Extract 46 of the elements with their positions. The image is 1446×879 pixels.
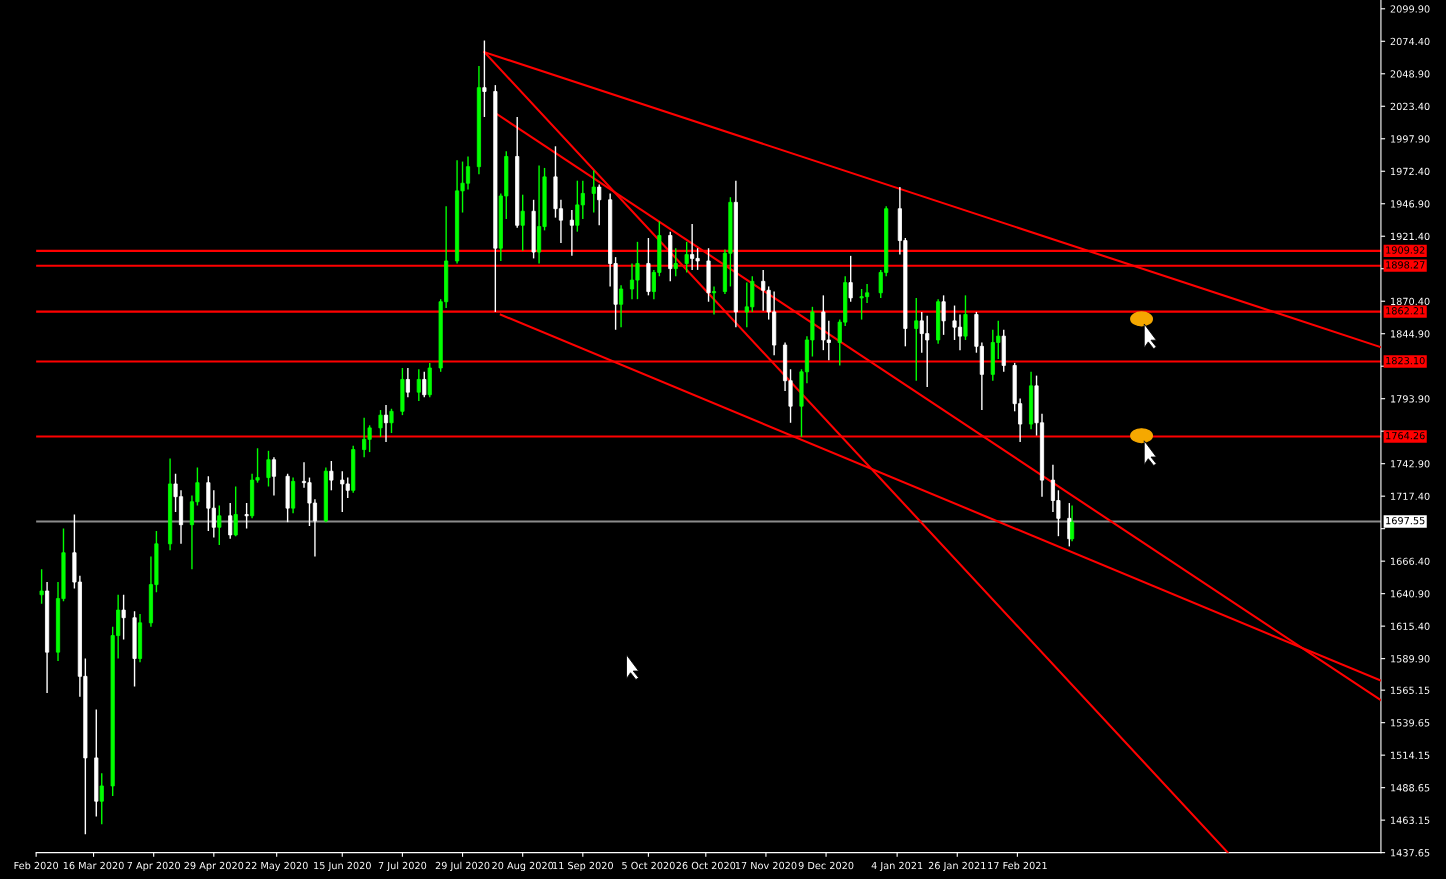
- y-tick-label: 1565.15: [1391, 686, 1430, 694]
- x-tick-label: Feb 2020: [14, 861, 59, 870]
- x-tick-label: 29 Apr 2020: [184, 861, 244, 872]
- y-tick-label: 1615.40: [1391, 622, 1430, 630]
- ref-line-label: 1909.92: [1386, 246, 1425, 254]
- y-tick-label: 1844.90: [1391, 330, 1430, 338]
- y-tick-label: 1539.65: [1391, 719, 1430, 727]
- ref-line-label: 1697.55: [1386, 516, 1425, 525]
- x-tick-label: 17 Feb 2021: [988, 861, 1047, 870]
- x-tick-label: 7 Apr 2020: [127, 861, 180, 872]
- y-tick-label: 1921.40: [1391, 232, 1430, 241]
- y-tick-label: 1589.90: [1391, 655, 1430, 663]
- x-tick-label: 4 Jan 2021: [871, 861, 923, 871]
- y-tick-label: 1946.90: [1391, 200, 1430, 208]
- x-tick-label: 29 Jul 2020: [435, 861, 490, 871]
- y-tick-label: 1972.40: [1391, 167, 1430, 176]
- x-tick-label: 7 Jul 2020: [378, 861, 427, 871]
- ref-line-label: 1823.10: [1386, 356, 1425, 365]
- x-tick-label: 26 Oct 2020: [676, 861, 736, 870]
- ref-line-label: 1898.27: [1386, 261, 1425, 269]
- x-tick-label: 20 Aug 2020: [492, 861, 554, 872]
- x-tick-label: 9 Dec 2020: [798, 861, 854, 870]
- y-tick-label: 1793.90: [1391, 395, 1430, 403]
- y-tick-label: 1514.15: [1391, 751, 1430, 759]
- x-tick-label: 15 Jun 2020: [314, 861, 371, 871]
- y-tick-label: 2074.40: [1390, 37, 1430, 46]
- y-tick-label: 1870.40: [1391, 297, 1430, 306]
- ref-line-label: 1862.21: [1386, 307, 1425, 315]
- y-tick-label: 1666.40: [1391, 557, 1430, 565]
- x-tick-label: 16 Mar 2020: [63, 861, 124, 870]
- y-tick-label: 1463.15: [1391, 816, 1430, 824]
- y-tick-label: 1640.90: [1391, 590, 1430, 598]
- x-tick-label: 22 May 2020: [245, 861, 308, 872]
- y-tick-label: 2099.90: [1390, 5, 1430, 13]
- y-tick-label: 1437.65: [1391, 849, 1430, 857]
- y-tick-label: 2048.90: [1390, 70, 1430, 78]
- y-tick-label: 1488.65: [1391, 784, 1430, 792]
- x-tick-label: 5 Oct 2020: [622, 861, 675, 870]
- x-tick-label: 17 Nov 2020: [735, 861, 797, 870]
- y-tick-label: 2023.40: [1390, 102, 1430, 111]
- y-tick-label: 1997.90: [1391, 135, 1430, 143]
- x-tick-label: 26 Jan 2021: [928, 861, 986, 871]
- x-tick-label: 11 Sep 2020: [553, 861, 613, 872]
- y-tick-label: 1742.90: [1391, 460, 1430, 468]
- ref-line-label: 1764.26: [1386, 431, 1425, 440]
- y-tick-label: 1717.40: [1391, 492, 1430, 500]
